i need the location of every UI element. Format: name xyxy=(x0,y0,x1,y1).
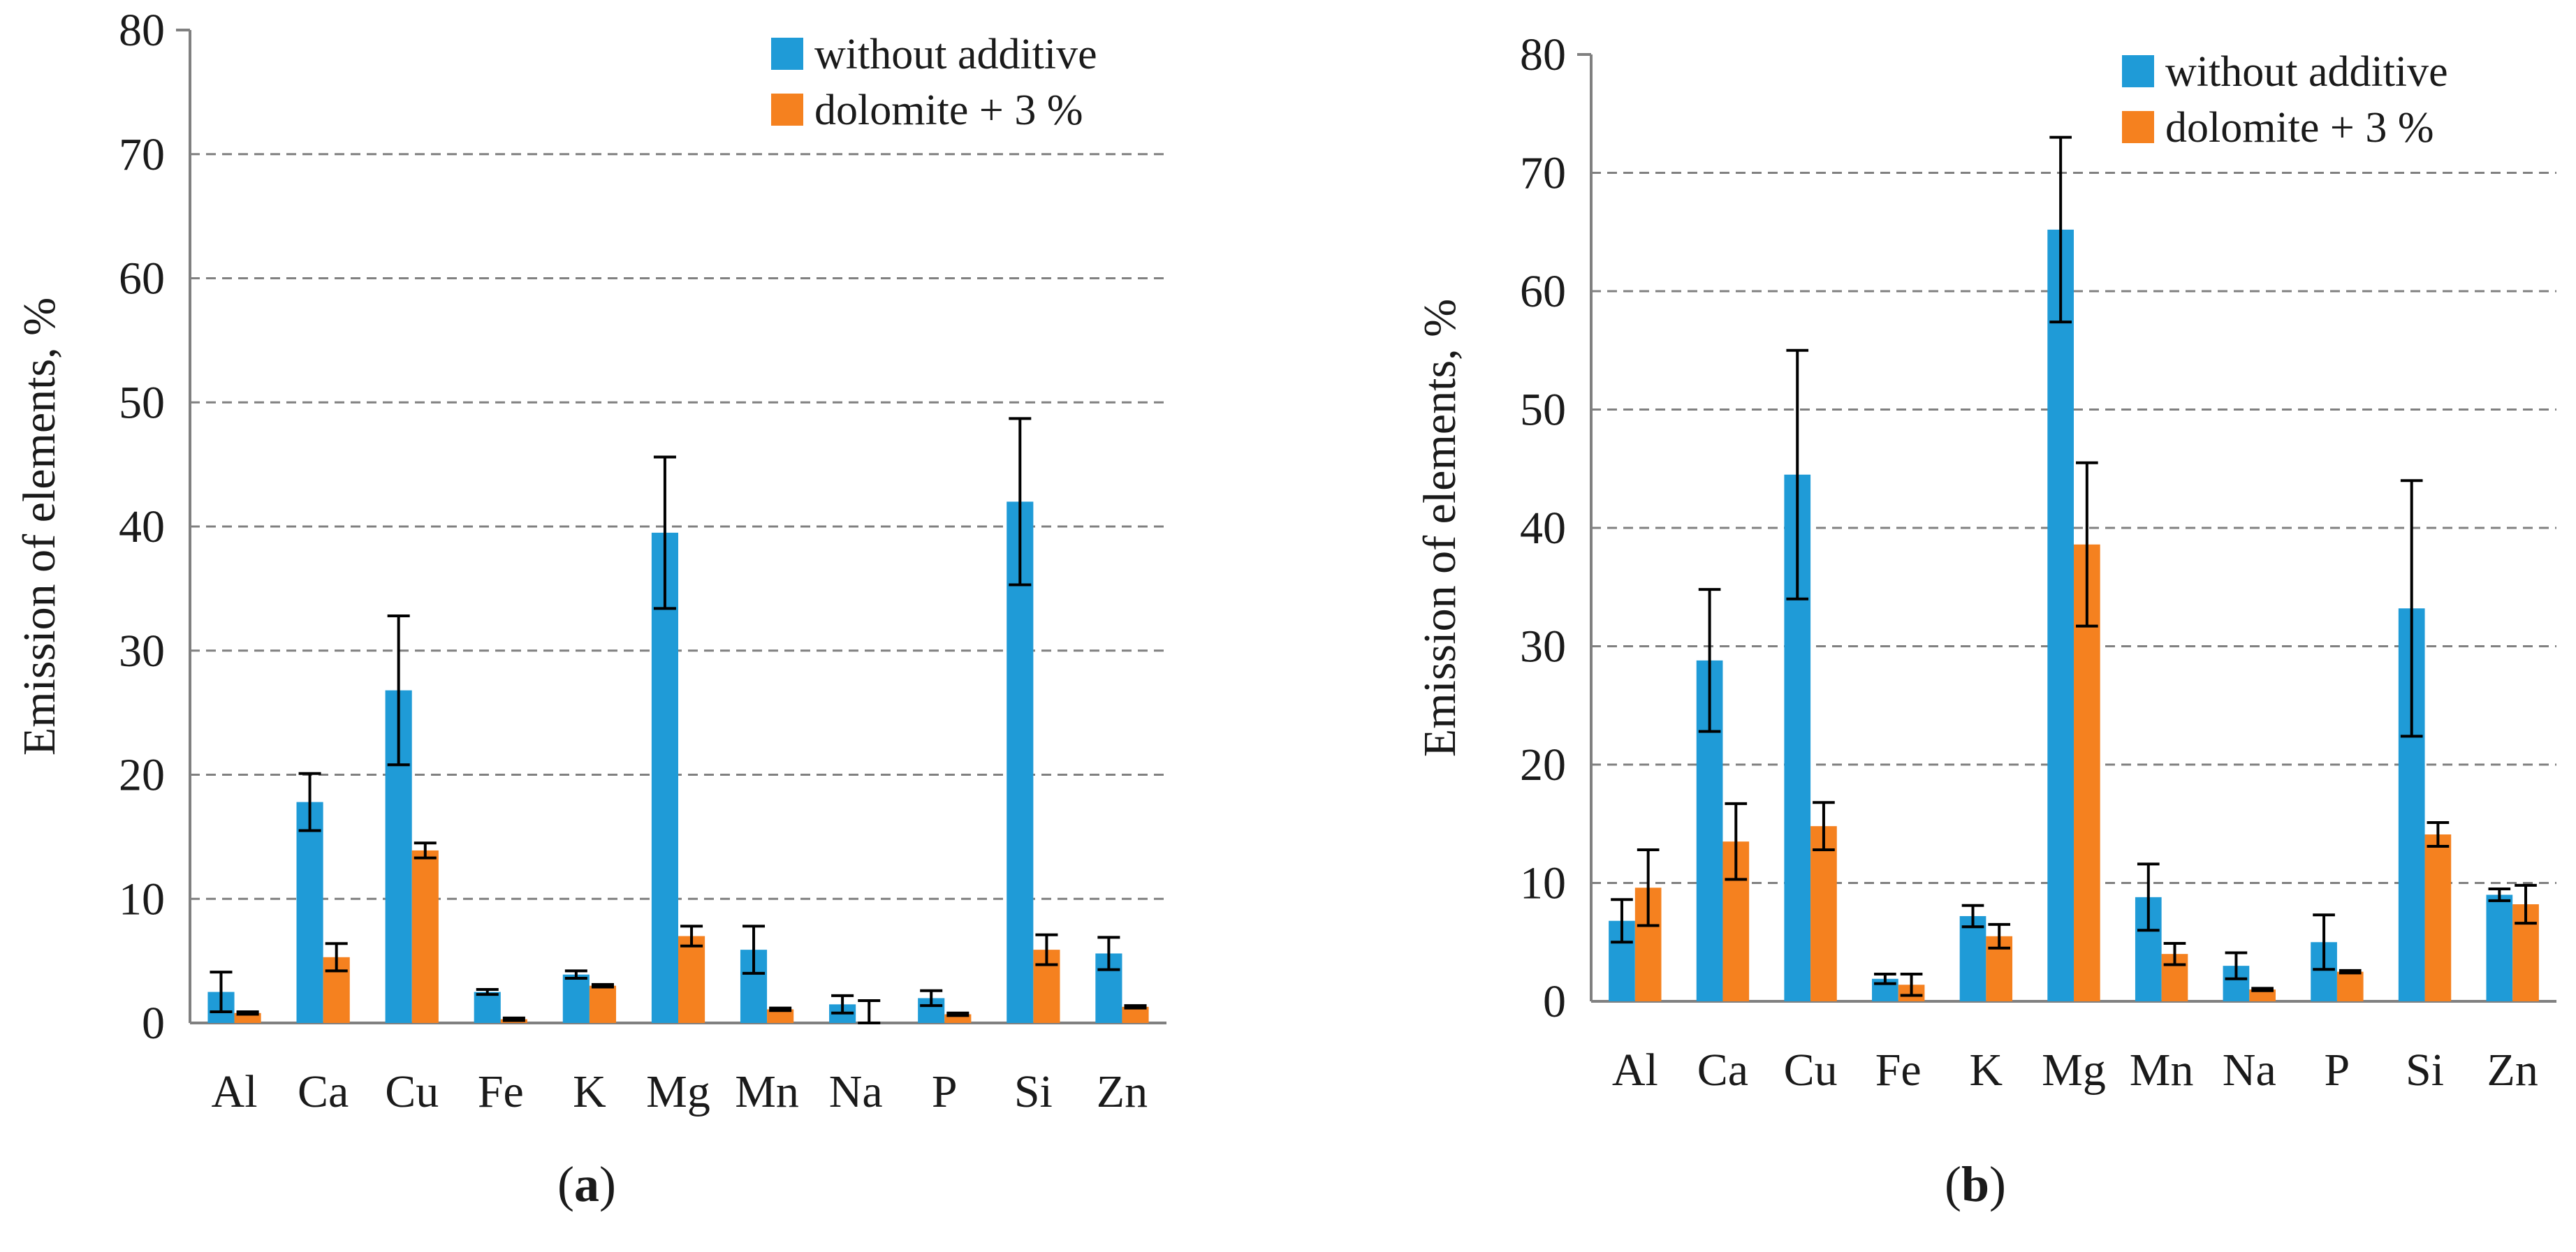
x-tick-label: Al xyxy=(212,1066,258,1117)
x-tick-label: Na xyxy=(829,1066,883,1117)
panel-label: (a) xyxy=(557,1156,616,1212)
bar-dolomite-zn xyxy=(1122,1006,1149,1023)
legend-label: dolomite + 3 % xyxy=(814,87,1083,134)
x-tick-label: K xyxy=(573,1066,606,1117)
chart-panel-b: 0 10 20 30 40 50 60 70 80 Al Ca Cu Fe K Mg Mn Na P Si Zn Emi… xyxy=(1414,29,2556,1212)
y-tick-label: 80 xyxy=(119,5,165,56)
y-tick-label: 40 xyxy=(1520,503,1566,554)
x-tick-label: Fe xyxy=(478,1066,524,1117)
y-tick-label: 0 xyxy=(142,998,165,1049)
y-tick-label: 50 xyxy=(119,377,165,428)
x-tick-label: Zn xyxy=(2487,1045,2538,1096)
legend-label: dolomite + 3 % xyxy=(2165,104,2434,152)
bar-dolomite-mg xyxy=(678,936,705,1023)
bar-without-additive-fe xyxy=(474,992,501,1023)
y-tick-label: 50 xyxy=(1520,385,1566,436)
x-tick-label: Zn xyxy=(1097,1066,1148,1117)
x-tick-label: Al xyxy=(1612,1045,1658,1096)
bar-dolomite-cu xyxy=(1810,826,1837,1001)
y-tick-label: 30 xyxy=(119,626,165,677)
x-tick-label: Cu xyxy=(385,1066,439,1117)
y-tick-label: 70 xyxy=(119,129,165,180)
bar-without-additive-k xyxy=(562,974,590,1023)
bar-dolomite-si xyxy=(2424,834,2452,1001)
bar-without-additive-mg xyxy=(2047,229,2074,1001)
x-tick-label: Si xyxy=(2406,1045,2444,1096)
panel-label: (b) xyxy=(1945,1156,2006,1212)
y-tick-label: 70 xyxy=(1520,148,1566,199)
y-tick-label: 0 xyxy=(1543,976,1566,1027)
y-axis-title: Emission of elements, % xyxy=(1414,299,1465,757)
x-tick-label: P xyxy=(932,1066,958,1117)
legend-swatch xyxy=(771,94,803,126)
legend-swatch xyxy=(771,38,803,70)
legend-swatch xyxy=(2122,55,2154,87)
x-tick-label: Si xyxy=(1014,1066,1053,1117)
x-tick-label: Na xyxy=(2223,1045,2276,1096)
bar-dolomite-k xyxy=(589,985,617,1023)
legend-swatch xyxy=(2122,111,2154,143)
bar-without-additive-mg xyxy=(651,532,678,1023)
chart-panel-a: 0 10 20 30 40 50 60 70 80 Al Ca Cu Fe K Mg Mn Na P Si Zn Emi… xyxy=(14,5,1166,1212)
x-tick-label: P xyxy=(2325,1045,2350,1096)
bar-dolomite-mn xyxy=(767,1009,794,1023)
bar-dolomite-na xyxy=(2249,989,2276,1001)
legend-label: without additive xyxy=(2165,48,2448,96)
bar-dolomite-cu xyxy=(411,850,439,1023)
y-tick-label: 20 xyxy=(119,750,165,801)
x-tick-label: Mn xyxy=(2130,1045,2194,1096)
y-tick-label: 60 xyxy=(1520,266,1566,317)
y-tick-label: 30 xyxy=(1520,621,1566,672)
bar-dolomite-p xyxy=(2336,971,2364,1001)
y-tick-label: 20 xyxy=(1520,739,1566,790)
bar-without-additive-si xyxy=(1007,501,1034,1023)
y-tick-label: 40 xyxy=(119,501,165,552)
x-tick-label: Mn xyxy=(735,1066,799,1117)
x-tick-label: Mg xyxy=(646,1066,710,1117)
x-tick-label: Fe xyxy=(1875,1045,1922,1096)
bar-without-additive-k xyxy=(1959,915,1986,1001)
legend-label: without additive xyxy=(814,31,1097,78)
x-tick-label: Ca xyxy=(1697,1045,1748,1096)
x-tick-label: Ca xyxy=(298,1066,349,1117)
x-tick-label: K xyxy=(1970,1045,2003,1096)
x-tick-label: Cu xyxy=(1784,1045,1838,1096)
y-tick-label: 10 xyxy=(1520,858,1566,909)
bar-without-additive-ca xyxy=(296,802,323,1023)
y-axis-title: Emission of elements, % xyxy=(14,297,65,756)
bar-without-additive-zn xyxy=(2486,894,2513,1001)
x-tick-label: Mg xyxy=(2042,1045,2106,1096)
y-tick-label: 80 xyxy=(1520,29,1566,80)
y-tick-label: 60 xyxy=(119,253,165,304)
y-tick-label: 10 xyxy=(119,874,165,925)
